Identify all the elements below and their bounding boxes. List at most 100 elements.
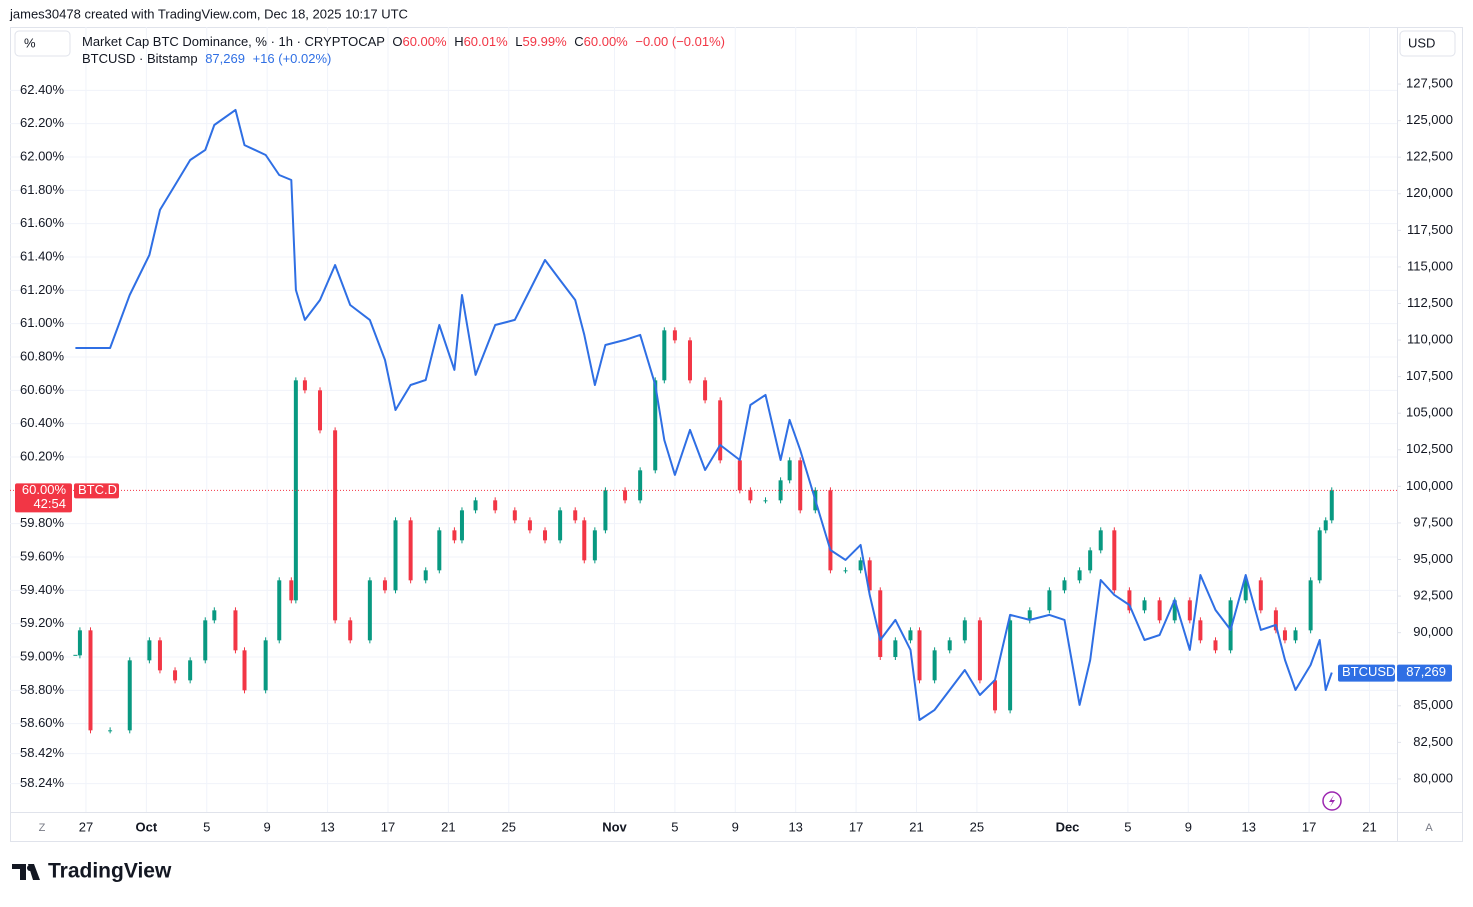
candle-body [672,330,677,341]
header-text: james30478 created with TradingView.com,… [9,6,408,21]
candle-body [1172,600,1177,621]
legend-series-name: BTCUSD · Bitstamp [82,51,198,66]
candle-body [947,640,952,651]
candle-body [1187,600,1192,621]
legend-h: H [454,34,463,49]
y2-tick-label: 82,500 [1413,734,1453,749]
candle-body [962,620,967,641]
candle-body [977,620,982,681]
right-unit[interactable]: USD [1408,35,1435,50]
candle-body [1282,630,1287,641]
brand-text: TradingView [48,860,172,883]
candle-body [127,660,132,731]
y-tick-label: 58.42% [20,745,65,760]
x-tick-label: 13 [1241,819,1255,834]
y-tick-label: 59.40% [20,582,65,597]
legend-o: O [392,34,402,49]
left-unit-button[interactable] [14,30,71,57]
a-label[interactable]: A [1425,822,1433,834]
y2-tick-label: 97,500 [1413,514,1453,529]
y2-tick-label: 120,000 [1406,185,1453,200]
x-tick-label: 17 [381,819,395,834]
y-tick-label: 59.20% [20,615,65,630]
candle-body [382,580,387,591]
candle-body [653,380,658,471]
y2-tick-label: 90,000 [1413,624,1453,639]
candle-body [718,400,723,461]
candle-body [1228,600,1233,651]
candle-body [1293,630,1298,641]
candle-body [1329,490,1334,521]
y-tick-label: 58.60% [20,715,65,730]
candle-body [512,510,517,521]
y-tick-label: 61.40% [20,248,65,263]
candle-body [543,530,548,541]
y2-tick-label: 112,500 [1407,295,1453,310]
candle-body [558,510,563,541]
candle-body [203,620,208,661]
candle-body [893,640,898,657]
candle-body [828,490,833,571]
candle-body [1127,590,1132,611]
y-tick-label: 61.60% [20,215,65,230]
candle-body [333,430,338,621]
candle-body [917,630,922,681]
y2-tick-label: 127,500 [1406,75,1453,90]
y-tick-label: 61.00% [20,315,65,330]
x-tick-label: Oct [136,819,158,834]
candle-body [1308,580,1313,631]
y2-tick-label: 100,000 [1406,478,1453,493]
candle-body [1213,640,1218,651]
legend-c: C [574,34,583,49]
z-label[interactable]: Z [39,822,46,834]
right-unit-button[interactable] [1399,30,1456,57]
legend-btc-change: +16 (+0.02%) [253,51,332,66]
candle-body [348,620,353,641]
candle-body [787,460,792,481]
candle-body [157,640,162,671]
left-unit[interactable]: % [24,35,36,50]
candle-body [437,530,442,571]
dom-badge-value: 60.00% [22,482,67,497]
candle-body [408,520,413,581]
candle-body [1077,570,1082,581]
x-tick-label: 21 [1362,819,1376,834]
y2-tick-label: 110,000 [1407,332,1453,347]
candle-body [1047,590,1052,611]
y-tick-label: 62.40% [20,82,65,97]
candle-body [493,500,498,511]
candle-body [1088,550,1093,571]
candle-body [573,510,578,521]
dom-badge-countdown: 42:54 [33,496,66,511]
x-tick-label: 17 [849,819,863,834]
chart-frame [10,27,1463,842]
z-button[interactable] [34,820,50,836]
candle-body [737,460,742,491]
y2-tick-label: 115,000 [1407,258,1453,273]
candle-body [1098,530,1103,551]
candle-body [778,480,783,501]
candle-body [263,640,268,691]
legend-o-value: 60.00% [402,34,447,49]
x-tick-label: 5 [1124,819,1131,834]
candle-body [638,470,643,501]
candle-body [173,670,178,681]
candle-body [88,630,93,731]
candle-body [763,500,768,502]
y-tick-label: 60.80% [20,348,65,363]
y-tick-label: 60.60% [20,382,65,397]
candle-body [843,570,848,572]
x-tick-label: 9 [264,819,271,834]
candle-body [108,730,113,732]
y-tick-label: 62.00% [20,148,65,163]
candle-body [1027,610,1032,621]
candle-body [1258,580,1263,611]
y-tick-label: 62.20% [20,115,65,130]
y2-tick-label: 102,500 [1406,441,1453,456]
x-tick-label: 27 [79,819,93,834]
x-tick-label: 25 [970,819,984,834]
y2-tick-label: 122,500 [1406,149,1453,164]
y-tick-label: 59.00% [20,648,65,663]
candle-body [878,590,883,657]
